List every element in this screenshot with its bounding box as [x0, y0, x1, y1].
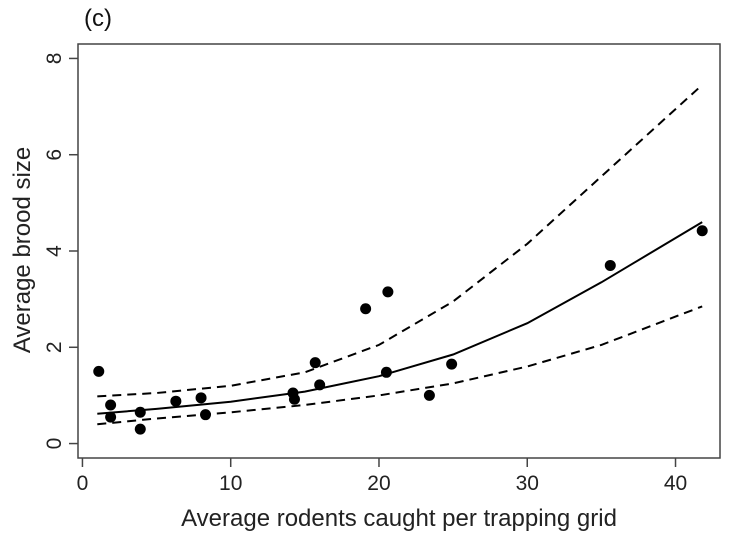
data-point	[380, 366, 392, 378]
ci-upper-line	[97, 84, 703, 398]
data-point	[105, 399, 117, 411]
data-point	[314, 379, 326, 391]
y-axis-title: Average brood size	[9, 147, 36, 353]
fit-lines	[97, 84, 703, 426]
fit-line	[97, 221, 703, 415]
x-axis-title: Average rodents caught per trapping grid	[181, 505, 617, 532]
data-point	[93, 365, 105, 377]
y-tick-label: 0	[43, 438, 66, 450]
x-tick-label: 30	[516, 472, 539, 495]
x-tick-label: 10	[219, 472, 242, 495]
data-points	[93, 225, 708, 435]
y-tick-label: 8	[43, 53, 66, 65]
x-tick-label: 0	[77, 472, 89, 495]
data-point	[195, 392, 207, 404]
y-tick-label: 2	[43, 341, 66, 353]
plot-frame	[77, 43, 721, 459]
data-point	[200, 409, 212, 421]
y-tick-label: 4	[43, 245, 66, 257]
x-tick-label: 40	[664, 472, 687, 495]
data-point	[382, 286, 394, 298]
data-point	[446, 358, 458, 370]
data-point	[170, 395, 182, 407]
x-tick-label: 20	[367, 472, 390, 495]
data-point	[696, 225, 708, 237]
data-point	[423, 389, 435, 401]
data-point	[604, 259, 616, 271]
x-axis: 0 10 20 30 40	[77, 458, 687, 495]
data-point	[134, 423, 146, 435]
panel-label: (c)	[84, 5, 112, 32]
y-tick-label: 6	[43, 149, 66, 161]
data-point	[288, 393, 300, 405]
data-point	[134, 406, 146, 418]
y-axis: 0 2 4 6 8	[43, 53, 78, 450]
data-point	[360, 303, 372, 315]
data-point	[105, 411, 117, 423]
ci-lower-line	[97, 305, 703, 426]
data-point	[309, 357, 321, 369]
